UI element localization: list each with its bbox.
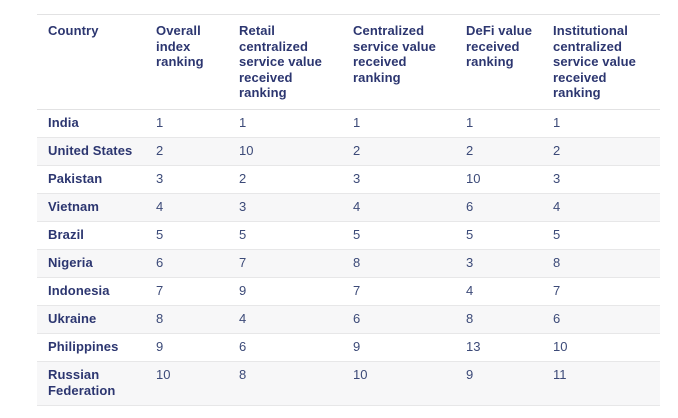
rank-cell-institutional: 11 bbox=[542, 361, 660, 406]
rank-cell-centralized: 4 bbox=[342, 193, 455, 222]
rank-cell-overall: 9 bbox=[145, 333, 228, 362]
rank-cell-defi: 1 bbox=[455, 109, 542, 138]
table-row: Vietnam 4 3 4 6 4 bbox=[37, 193, 660, 222]
country-cell: Indonesia bbox=[37, 277, 145, 306]
rank-cell-institutional: 10 bbox=[542, 333, 660, 362]
column-header-overall: Overall index ranking bbox=[145, 14, 228, 110]
rank-cell-institutional: 1 bbox=[542, 109, 660, 138]
rank-cell-retail: 3 bbox=[228, 193, 342, 222]
column-header-centralized: Centralized service value received ranki… bbox=[342, 14, 455, 110]
rank-cell-centralized: 3 bbox=[342, 165, 455, 194]
rank-cell-defi: 4 bbox=[455, 277, 542, 306]
country-cell: Russian Federation bbox=[37, 361, 145, 406]
rank-cell-retail: 1 bbox=[228, 109, 342, 138]
table-row: Brazil 5 5 5 5 5 bbox=[37, 221, 660, 250]
rank-cell-institutional: 3 bbox=[542, 165, 660, 194]
country-cell: Nigeria bbox=[37, 249, 145, 278]
rank-cell-overall: 2 bbox=[145, 137, 228, 166]
table-row: Ukraine 8 4 6 8 6 bbox=[37, 305, 660, 334]
rank-cell-retail: 2 bbox=[228, 165, 342, 194]
rank-cell-centralized: 1 bbox=[342, 109, 455, 138]
rank-cell-defi: 13 bbox=[455, 333, 542, 362]
crypto-adoption-rankings-table: Country Overall index ranking Retail centr… bbox=[37, 14, 660, 406]
table-body: India 1 1 1 1 1 United States 2 10 2 2 2 Pakistan 3 2 3… bbox=[37, 109, 660, 406]
rank-cell-retail: 9 bbox=[228, 277, 342, 306]
rank-cell-defi: 9 bbox=[455, 361, 542, 406]
rank-cell-overall: 1 bbox=[145, 109, 228, 138]
rank-cell-overall: 7 bbox=[145, 277, 228, 306]
header-row: Country Overall index ranking Retail centr… bbox=[37, 14, 660, 110]
table-row: Russian Federation 10 8 10 9 11 bbox=[37, 361, 660, 406]
rank-cell-centralized: 8 bbox=[342, 249, 455, 278]
rank-cell-overall: 10 bbox=[145, 361, 228, 406]
rank-cell-overall: 5 bbox=[145, 221, 228, 250]
rank-cell-institutional: 7 bbox=[542, 277, 660, 306]
rank-cell-institutional: 5 bbox=[542, 221, 660, 250]
column-header-country: Country bbox=[37, 14, 145, 110]
rank-cell-retail: 8 bbox=[228, 361, 342, 406]
rank-cell-institutional: 6 bbox=[542, 305, 660, 334]
table-row: United States 2 10 2 2 2 bbox=[37, 137, 660, 166]
country-cell: Ukraine bbox=[37, 305, 145, 334]
rank-cell-defi: 8 bbox=[455, 305, 542, 334]
country-cell: Pakistan bbox=[37, 165, 145, 194]
country-cell: Brazil bbox=[37, 221, 145, 250]
rank-cell-defi: 5 bbox=[455, 221, 542, 250]
rank-cell-retail: 4 bbox=[228, 305, 342, 334]
column-header-defi: DeFi value received ranking bbox=[455, 14, 542, 110]
rank-cell-defi: 3 bbox=[455, 249, 542, 278]
table-row: India 1 1 1 1 1 bbox=[37, 109, 660, 138]
table-row: Nigeria 6 7 8 3 8 bbox=[37, 249, 660, 278]
rank-cell-defi: 2 bbox=[455, 137, 542, 166]
rank-cell-centralized: 6 bbox=[342, 305, 455, 334]
rank-cell-centralized: 2 bbox=[342, 137, 455, 166]
rank-cell-institutional: 8 bbox=[542, 249, 660, 278]
country-cell: United States bbox=[37, 137, 145, 166]
column-header-institutional: Institutional centralized service value … bbox=[542, 14, 660, 110]
rank-cell-retail: 10 bbox=[228, 137, 342, 166]
table-row: Philippines 9 6 9 13 10 bbox=[37, 333, 660, 362]
rank-cell-overall: 3 bbox=[145, 165, 228, 194]
column-header-retail: Retail centralized service value receive… bbox=[228, 14, 342, 110]
country-cell: Philippines bbox=[37, 333, 145, 362]
rank-cell-retail: 6 bbox=[228, 333, 342, 362]
rank-cell-centralized: 9 bbox=[342, 333, 455, 362]
rank-cell-overall: 4 bbox=[145, 193, 228, 222]
table-row: Pakistan 3 2 3 10 3 bbox=[37, 165, 660, 194]
table-row: Indonesia 7 9 7 4 7 bbox=[37, 277, 660, 306]
country-cell: Vietnam bbox=[37, 193, 145, 222]
rank-cell-overall: 8 bbox=[145, 305, 228, 334]
rank-cell-defi: 6 bbox=[455, 193, 542, 222]
rank-cell-retail: 5 bbox=[228, 221, 342, 250]
rank-cell-centralized: 7 bbox=[342, 277, 455, 306]
rank-cell-institutional: 4 bbox=[542, 193, 660, 222]
rank-cell-institutional: 2 bbox=[542, 137, 660, 166]
rank-cell-centralized: 10 bbox=[342, 361, 455, 406]
country-cell: India bbox=[37, 109, 145, 138]
rank-cell-retail: 7 bbox=[228, 249, 342, 278]
rank-cell-overall: 6 bbox=[145, 249, 228, 278]
rank-cell-centralized: 5 bbox=[342, 221, 455, 250]
rank-cell-defi: 10 bbox=[455, 165, 542, 194]
